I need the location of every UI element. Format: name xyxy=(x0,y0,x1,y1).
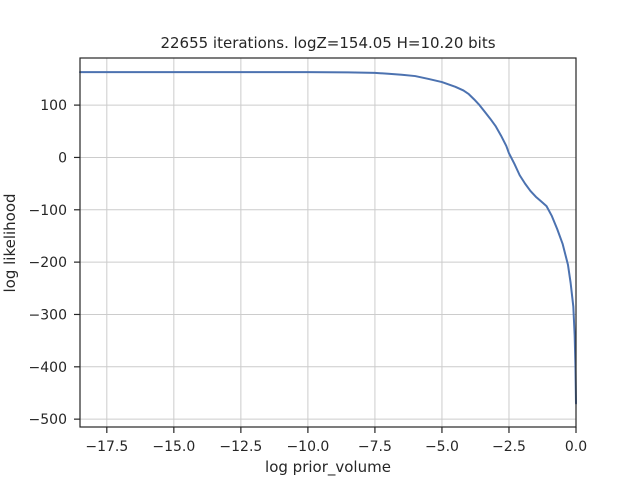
x-tick-label: −7.5 xyxy=(358,439,392,455)
y-tick-label: 0 xyxy=(58,150,67,166)
x-axis-label: log prior_volume xyxy=(265,458,391,477)
y-tick-label: −100 xyxy=(29,203,67,219)
tick-layer: −17.5 −15.0 −12.5 −10.0 −7.5 −5.0 −2.5 0.0 100 0 −… xyxy=(29,98,588,455)
y-tick-label: −200 xyxy=(29,255,67,271)
x-tick-label: −2.5 xyxy=(492,439,526,455)
x-tick-label: −10.0 xyxy=(286,439,329,455)
x-tick-label: −15.0 xyxy=(152,439,195,455)
x-tick-label: −17.5 xyxy=(85,439,128,455)
x-tick-label: −12.5 xyxy=(219,439,262,455)
chart-title: 22655 iterations. logZ=154.05 H=10.20 bi… xyxy=(160,34,495,52)
y-tick-label: −400 xyxy=(29,360,67,376)
line-layer xyxy=(79,71,577,405)
series-line xyxy=(79,71,577,405)
y-tick-label: −300 xyxy=(29,307,67,323)
y-tick-label: −500 xyxy=(29,412,67,428)
y-tick-label: 100 xyxy=(40,98,67,114)
y-axis-label: log likelihood xyxy=(1,193,19,292)
x-tick-label: −5.0 xyxy=(425,439,459,455)
plot-frame xyxy=(79,57,577,428)
x-tick-label: 0.0 xyxy=(565,439,587,455)
